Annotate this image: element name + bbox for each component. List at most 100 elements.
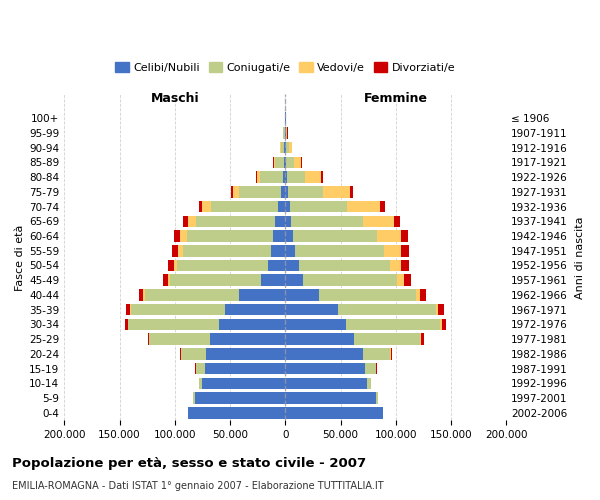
Bar bbox=[281, 186, 286, 198]
Y-axis label: Anni di nascita: Anni di nascita bbox=[575, 216, 585, 298]
Bar bbox=[286, 186, 288, 198]
Bar bbox=[286, 156, 294, 168]
Bar bbox=[275, 216, 286, 227]
Bar bbox=[196, 216, 275, 227]
Bar bbox=[286, 318, 346, 330]
Bar bbox=[397, 274, 404, 286]
Bar bbox=[286, 127, 287, 138]
Bar bbox=[273, 230, 286, 242]
Bar bbox=[319, 289, 416, 300]
Bar bbox=[442, 318, 446, 330]
Bar bbox=[178, 245, 182, 256]
Bar bbox=[163, 274, 168, 286]
Bar bbox=[286, 334, 354, 345]
Bar bbox=[367, 378, 371, 389]
Bar bbox=[363, 348, 391, 360]
Bar bbox=[286, 142, 289, 154]
Bar bbox=[421, 334, 424, 345]
Bar bbox=[350, 186, 353, 198]
Bar bbox=[261, 274, 286, 286]
Bar bbox=[126, 304, 130, 316]
Bar bbox=[321, 172, 323, 183]
Bar bbox=[172, 245, 178, 256]
Bar bbox=[391, 260, 401, 271]
Bar bbox=[256, 172, 257, 183]
Bar bbox=[188, 216, 196, 227]
Bar bbox=[365, 363, 376, 374]
Bar bbox=[268, 260, 286, 271]
Bar bbox=[193, 392, 195, 404]
Bar bbox=[346, 318, 440, 330]
Text: EMILIA-ROMAGNA - Dati ISTAT 1° gennaio 2007 - Elaborazione TUTTITALIA.IT: EMILIA-ROMAGNA - Dati ISTAT 1° gennaio 2… bbox=[12, 481, 383, 491]
Bar bbox=[271, 245, 286, 256]
Bar bbox=[303, 274, 397, 286]
Bar bbox=[195, 392, 286, 404]
Bar bbox=[233, 186, 239, 198]
Bar bbox=[404, 274, 411, 286]
Bar bbox=[219, 318, 286, 330]
Bar bbox=[187, 230, 273, 242]
Bar bbox=[128, 318, 219, 330]
Bar bbox=[286, 260, 299, 271]
Bar bbox=[196, 363, 205, 374]
Bar bbox=[188, 407, 286, 418]
Bar bbox=[283, 127, 285, 138]
Bar bbox=[286, 348, 363, 360]
Bar bbox=[283, 172, 286, 183]
Bar bbox=[363, 216, 394, 227]
Bar bbox=[260, 172, 283, 183]
Bar bbox=[290, 201, 347, 212]
Bar bbox=[376, 392, 377, 404]
Bar bbox=[436, 304, 439, 316]
Bar bbox=[391, 348, 392, 360]
Bar bbox=[149, 334, 210, 345]
Bar bbox=[416, 289, 420, 300]
Bar bbox=[211, 201, 278, 212]
Bar bbox=[231, 186, 233, 198]
Bar bbox=[174, 230, 181, 242]
Bar bbox=[202, 201, 211, 212]
Bar bbox=[257, 172, 260, 183]
Bar bbox=[224, 304, 286, 316]
Bar bbox=[305, 172, 321, 183]
Bar bbox=[294, 156, 301, 168]
Bar bbox=[287, 172, 305, 183]
Bar bbox=[181, 230, 187, 242]
Bar bbox=[210, 334, 286, 345]
Bar bbox=[347, 201, 380, 212]
Bar bbox=[323, 186, 350, 198]
Bar bbox=[143, 289, 145, 300]
Bar bbox=[239, 186, 281, 198]
Bar bbox=[174, 260, 177, 271]
Bar bbox=[181, 348, 206, 360]
Bar bbox=[275, 156, 284, 168]
Bar bbox=[286, 274, 303, 286]
Bar bbox=[130, 304, 131, 316]
Bar bbox=[167, 260, 174, 271]
Bar bbox=[286, 201, 290, 212]
Bar bbox=[420, 334, 421, 345]
Bar bbox=[299, 260, 391, 271]
Legend: Celibi/Nubili, Coniugati/e, Vedovi/e, Divorziati/e: Celibi/Nubili, Coniugati/e, Vedovi/e, Di… bbox=[111, 58, 460, 78]
Bar bbox=[286, 304, 338, 316]
Bar bbox=[274, 156, 275, 168]
Text: Maschi: Maschi bbox=[151, 92, 199, 105]
Bar bbox=[286, 289, 319, 300]
Bar bbox=[284, 156, 286, 168]
Bar bbox=[293, 230, 377, 242]
Bar bbox=[295, 245, 384, 256]
Bar bbox=[199, 378, 202, 389]
Bar bbox=[380, 201, 385, 212]
Text: Femmine: Femmine bbox=[364, 92, 428, 105]
Bar bbox=[148, 334, 149, 345]
Bar bbox=[183, 216, 188, 227]
Bar bbox=[286, 378, 367, 389]
Bar bbox=[170, 274, 261, 286]
Bar bbox=[401, 245, 409, 256]
Bar bbox=[281, 142, 284, 154]
Bar bbox=[384, 245, 401, 256]
Bar bbox=[377, 230, 401, 242]
Bar bbox=[284, 142, 286, 154]
Y-axis label: Fasce di età: Fasce di età bbox=[15, 224, 25, 290]
Bar bbox=[439, 304, 444, 316]
